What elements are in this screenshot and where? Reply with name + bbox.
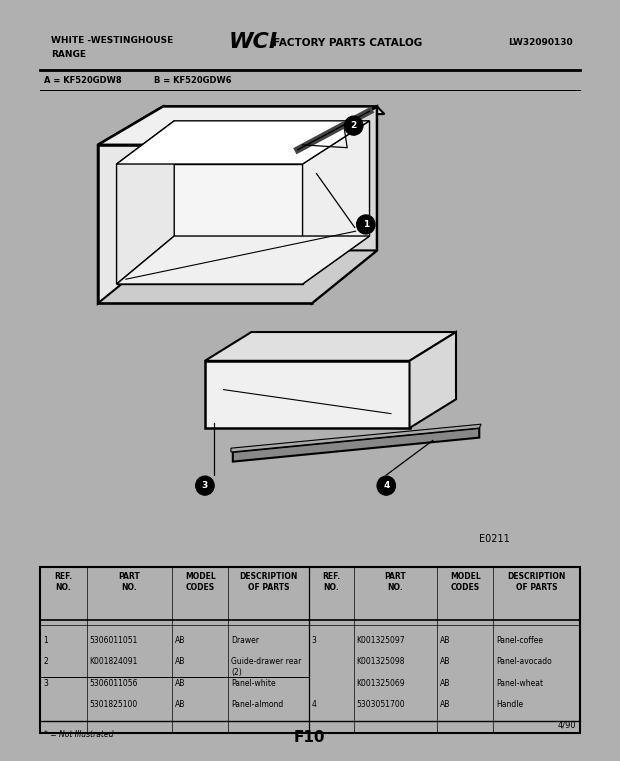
Text: 2: 2 xyxy=(43,658,48,667)
Text: WHITE -WESTINGHOUSE: WHITE -WESTINGHOUSE xyxy=(51,37,174,46)
Text: Panel-coffee: Panel-coffee xyxy=(496,636,543,645)
Text: Panel-wheat: Panel-wheat xyxy=(496,679,543,688)
Text: DESCRIPTION
OF PARTS: DESCRIPTION OF PARTS xyxy=(507,572,565,592)
Polygon shape xyxy=(117,121,370,164)
Text: LW32090130: LW32090130 xyxy=(508,38,572,47)
Text: AB: AB xyxy=(175,636,185,645)
Polygon shape xyxy=(312,107,377,303)
Text: K001824091: K001824091 xyxy=(90,658,138,667)
Polygon shape xyxy=(117,236,370,284)
Polygon shape xyxy=(98,145,312,303)
Polygon shape xyxy=(117,121,174,284)
Bar xyxy=(40,567,580,734)
Text: REF.
NO.: REF. NO. xyxy=(322,572,340,592)
Text: MODEL
CODES: MODEL CODES xyxy=(185,572,216,592)
Text: 5301825100: 5301825100 xyxy=(90,699,138,708)
Circle shape xyxy=(345,116,363,135)
Text: 4: 4 xyxy=(312,699,317,708)
Text: 5306011051: 5306011051 xyxy=(90,636,138,645)
Polygon shape xyxy=(98,250,377,303)
Text: AB: AB xyxy=(440,699,451,708)
Polygon shape xyxy=(231,424,481,452)
Text: FACTORY PARTS CATALOG: FACTORY PARTS CATALOG xyxy=(273,38,422,48)
Text: K001325069: K001325069 xyxy=(356,679,405,688)
Polygon shape xyxy=(117,164,303,284)
Text: A = KF520GDW8: A = KF520GDW8 xyxy=(44,75,122,84)
Text: RANGE: RANGE xyxy=(51,49,86,59)
Text: 1: 1 xyxy=(363,220,369,229)
Text: AB: AB xyxy=(440,658,451,667)
Text: F10: F10 xyxy=(293,731,325,746)
Text: AB: AB xyxy=(440,679,451,688)
Text: Handle: Handle xyxy=(496,699,523,708)
Text: REF.
NO.: REF. NO. xyxy=(55,572,73,592)
Text: PART
NO.: PART NO. xyxy=(118,572,141,592)
Circle shape xyxy=(377,476,396,495)
Circle shape xyxy=(356,215,375,234)
Polygon shape xyxy=(303,121,370,284)
Text: 5306011056: 5306011056 xyxy=(90,679,138,688)
Text: 3: 3 xyxy=(312,636,317,645)
Text: PART
NO.: PART NO. xyxy=(384,572,407,592)
Polygon shape xyxy=(233,428,479,462)
Text: 1: 1 xyxy=(43,636,48,645)
Text: Guide-drawer rear
(2): Guide-drawer rear (2) xyxy=(231,658,301,677)
Text: 3: 3 xyxy=(202,481,208,490)
Text: MODEL
CODES: MODEL CODES xyxy=(450,572,481,592)
Polygon shape xyxy=(205,361,410,428)
Polygon shape xyxy=(410,332,456,428)
Polygon shape xyxy=(98,107,163,303)
Text: Panel-avocado: Panel-avocado xyxy=(496,658,552,667)
Text: AB: AB xyxy=(175,699,185,708)
Text: B = KF520GDW6: B = KF520GDW6 xyxy=(154,75,231,84)
Text: Panel-white: Panel-white xyxy=(231,679,275,688)
Text: 4/90: 4/90 xyxy=(557,721,576,730)
Text: K001325098: K001325098 xyxy=(356,658,405,667)
Circle shape xyxy=(196,476,215,495)
Text: WCI: WCI xyxy=(228,33,277,53)
Text: Panel-almond: Panel-almond xyxy=(231,699,283,708)
Text: Drawer: Drawer xyxy=(231,636,259,645)
Text: 3: 3 xyxy=(43,679,48,688)
Polygon shape xyxy=(98,107,377,145)
Text: 5303051700: 5303051700 xyxy=(356,699,405,708)
Text: AB: AB xyxy=(175,679,185,688)
Text: 4: 4 xyxy=(383,481,389,490)
Text: eReplacementParts.com: eReplacementParts.com xyxy=(235,404,370,414)
Text: AB: AB xyxy=(440,636,451,645)
Text: K001325097: K001325097 xyxy=(356,636,405,645)
Polygon shape xyxy=(163,107,384,114)
Text: E0211: E0211 xyxy=(479,533,510,543)
Text: AB: AB xyxy=(175,658,185,667)
Text: 2: 2 xyxy=(350,121,357,130)
Polygon shape xyxy=(205,332,456,361)
Text: DESCRIPTION
OF PARTS: DESCRIPTION OF PARTS xyxy=(239,572,298,592)
Text: * = Not Illustrated: * = Not Illustrated xyxy=(44,731,113,740)
